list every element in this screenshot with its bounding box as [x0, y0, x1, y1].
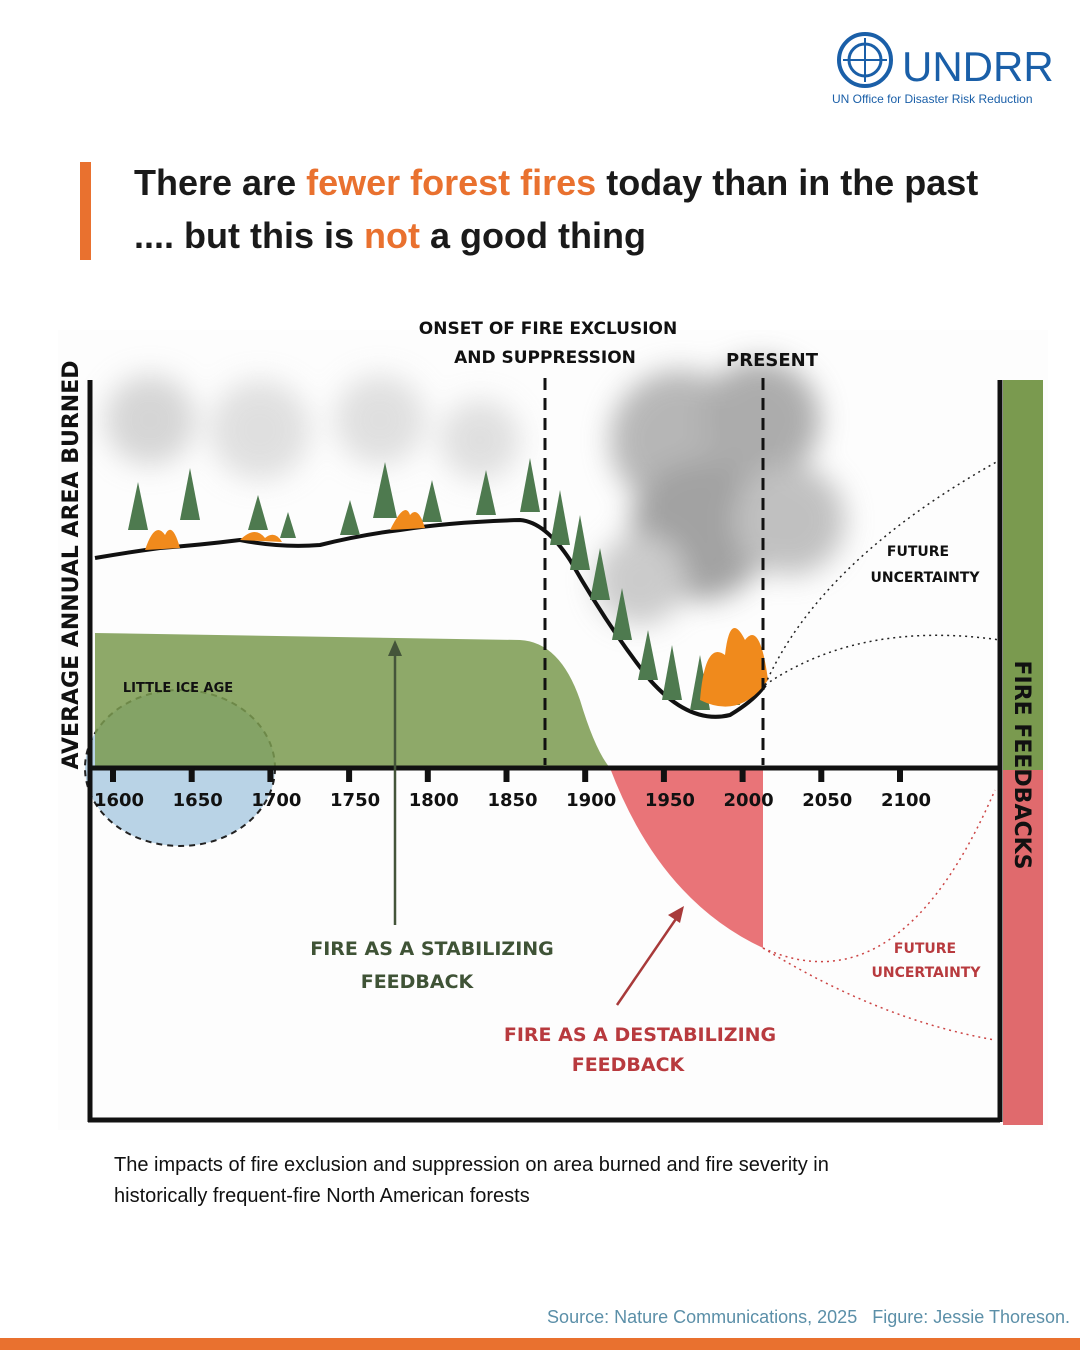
little-ice-age-label: LITTLE ICE AGE — [123, 681, 233, 696]
logo-name: UNDRR — [902, 43, 1054, 90]
source: Source: Nature Communications, 2025 — [547, 1307, 858, 1327]
x-tick-label: 1900 — [566, 790, 616, 811]
stabilizing-area — [95, 633, 610, 768]
text: a good thing — [419, 215, 646, 256]
x-tick — [346, 768, 353, 782]
accent-bar — [80, 162, 91, 260]
destabilizing-bar — [1003, 770, 1043, 1125]
future-label: FUTURE — [887, 544, 949, 560]
text: today than in the past — [596, 162, 979, 203]
onset-label: AND SUPPRESSION — [454, 348, 636, 368]
destabilizing-area — [610, 768, 763, 948]
x-tick-label: 2000 — [724, 790, 774, 811]
un-emblem — [832, 30, 898, 90]
x-tick-label: 1950 — [645, 790, 695, 811]
flames — [145, 510, 768, 707]
x-tick — [582, 768, 589, 782]
highlight: fewer forest fires — [306, 162, 597, 203]
logo-subtitle: UN Office for Disaster Risk Reduction — [832, 92, 1033, 106]
text: .... but this is — [134, 215, 365, 256]
destabilizing-label: FEEDBACK — [572, 1054, 686, 1076]
x-tick-label: 1750 — [330, 790, 380, 811]
future-label: FUTURE — [894, 941, 956, 957]
future-label: UNCERTAINTY — [871, 570, 981, 586]
x-tick-label: 2100 — [881, 790, 931, 811]
text: There are — [134, 162, 307, 203]
x-tick — [660, 768, 667, 782]
present-label: PRESENT — [726, 350, 819, 371]
x-tick — [424, 768, 431, 782]
right-label: FIRE FEEDBACKS — [1009, 660, 1034, 869]
smoke — [105, 360, 845, 625]
x-tick — [739, 768, 746, 782]
x-tick-label: 1850 — [487, 790, 537, 811]
x-tick-label: 1800 — [409, 790, 459, 811]
x-tick — [897, 768, 903, 782]
stabilizing-label: FEEDBACK — [361, 971, 475, 993]
y-axis-label: AVERAGE ANNUAL AREA BURNED — [59, 361, 84, 770]
caption-line: historically frequent-fire North America… — [114, 1185, 530, 1207]
figure: 1600 1650 1700 1750 1800 1850 1900 1950 2000 2050… — [58, 319, 1048, 1130]
highlight: not — [364, 215, 420, 256]
arrowhead — [388, 640, 402, 656]
future-label: UNCERTAINTY — [872, 965, 982, 981]
x-tick — [503, 768, 510, 782]
footer: Source: Nature Communications, 2025 Figu… — [547, 1307, 1070, 1328]
headline-line: There are fewer forest fires today than … — [134, 162, 978, 204]
headline-line: .... but this is not a good thing — [134, 215, 646, 257]
x-tick-label: 1650 — [173, 790, 223, 811]
future-lines-bottom — [762, 789, 996, 1041]
future-lines-top — [764, 459, 1001, 686]
caption: The impacts of fire exclusion and suppre… — [114, 1150, 829, 1212]
x-tick — [188, 768, 195, 782]
stabilizing-label: FIRE AS A STABILIZING — [310, 938, 554, 960]
x-tick-label: 2050 — [802, 790, 852, 811]
x-tick — [110, 768, 116, 782]
caption-line: The impacts of fire exclusion and suppre… — [114, 1154, 829, 1176]
arrowhead — [668, 906, 684, 923]
stabilizing-bar — [1003, 380, 1043, 770]
area-burned-line — [94, 517, 767, 719]
trees — [128, 458, 740, 710]
x-tick — [267, 768, 274, 782]
x-tick-label: 1700 — [251, 790, 301, 811]
credit: Figure: Jessie Thoreson. — [872, 1307, 1070, 1327]
x-tick-label: 1600 — [94, 790, 144, 811]
destabilizing-label: FIRE AS A DESTABILIZING — [504, 1024, 776, 1046]
onset-label: ONSET OF FIRE EXCLUSION — [419, 319, 677, 339]
destabilizing-arrow — [615, 912, 682, 1006]
bottom-bar — [0, 1338, 1080, 1350]
x-tick — [818, 768, 825, 782]
